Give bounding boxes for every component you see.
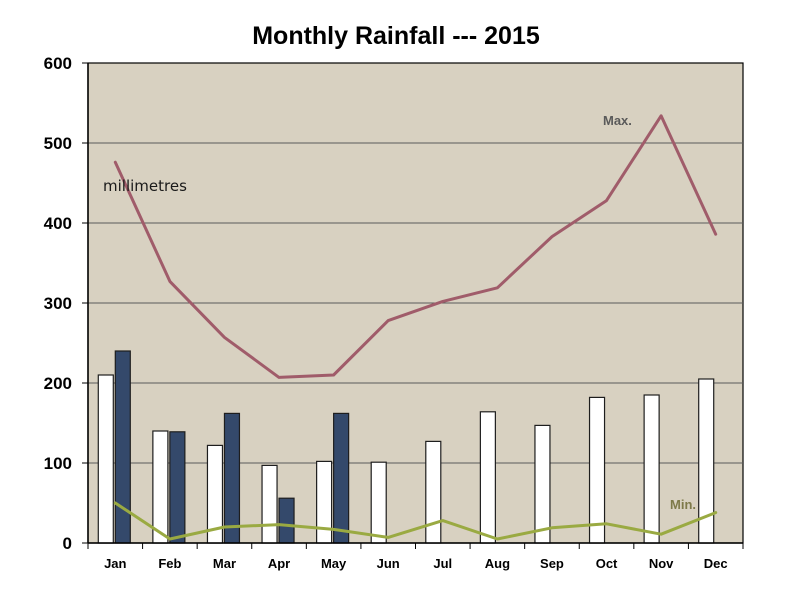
bar-1-jan bbox=[97, 374, 114, 544]
x-tick-label-aug: Aug bbox=[485, 556, 510, 571]
x-tick-label-apr: Apr bbox=[268, 556, 290, 571]
line-series-max bbox=[113, 114, 718, 379]
line-series-min bbox=[113, 501, 718, 541]
x-tick-label-jan: Jan bbox=[104, 556, 126, 571]
bar-1-sep bbox=[534, 424, 551, 544]
series-lines bbox=[113, 114, 718, 541]
y-tick-label: 0 bbox=[63, 534, 72, 553]
bar-2-may bbox=[333, 412, 350, 544]
y-axis-ticks: 0 100 200 300 400 500 600 bbox=[44, 54, 88, 553]
x-tick-label-may: May bbox=[321, 556, 347, 571]
bar-1-apr bbox=[261, 464, 278, 544]
bar-1-aug bbox=[479, 411, 496, 544]
y-tick-label: 300 bbox=[44, 294, 72, 313]
grid-lines bbox=[88, 142, 743, 464]
x-tick-label-mar: Mar bbox=[213, 556, 236, 571]
x-tick-label-nov: Nov bbox=[649, 556, 674, 571]
x-tick-label-feb: Feb bbox=[158, 556, 181, 571]
bar-1-nov bbox=[643, 394, 660, 544]
chart-title: Monthly Rainfall --- 2015 bbox=[252, 22, 540, 50]
series-label-min: Min. bbox=[670, 497, 696, 512]
bar-2-feb bbox=[169, 431, 186, 544]
bars bbox=[97, 350, 715, 544]
unit-annotation: millimetres bbox=[103, 177, 187, 195]
bar-1-may bbox=[316, 460, 333, 544]
series-label-max: Max. bbox=[603, 113, 632, 128]
x-tick-label-oct: Oct bbox=[596, 556, 618, 571]
x-tick-label-jul: Jul bbox=[433, 556, 452, 571]
y-tick-label: 400 bbox=[44, 214, 72, 233]
bar-1-jul bbox=[425, 440, 442, 544]
x-tick-label-sep: Sep bbox=[540, 556, 564, 571]
y-tick-label: 100 bbox=[44, 454, 72, 473]
bar-1-feb bbox=[152, 430, 169, 544]
y-tick-label: 600 bbox=[44, 54, 72, 73]
bar-2-jan bbox=[114, 350, 131, 544]
x-tick-label-dec: Dec bbox=[704, 556, 728, 571]
y-tick-label: 500 bbox=[44, 134, 72, 153]
x-tick-label-jun: Jun bbox=[377, 556, 400, 571]
y-tick-label: 200 bbox=[44, 374, 72, 393]
x-axis-ticks: Jan Feb Mar Apr May Jun Jul Aug Sep Oct Nov Dec bbox=[87, 543, 744, 571]
bar-2-apr bbox=[278, 497, 295, 544]
bar-1-oct bbox=[588, 396, 606, 544]
bar-2-mar bbox=[223, 412, 241, 544]
bar-1-jun bbox=[370, 461, 387, 544]
